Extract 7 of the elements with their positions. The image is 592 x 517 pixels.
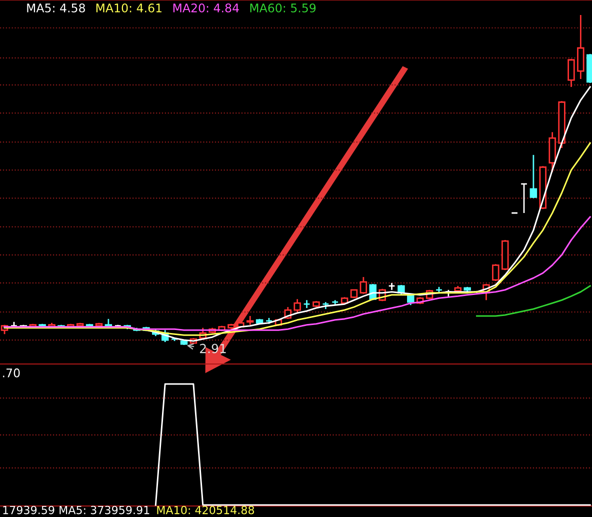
text: MA10: 4.61 xyxy=(96,3,162,12)
text: .70 xyxy=(3,368,20,378)
text: 17939.59 MA5: 373959.91 xyxy=(3,506,150,514)
text: MA60: 5.59 xyxy=(250,3,316,12)
text: MA10: 420514.88 xyxy=(157,506,254,514)
text: MA5: 4.58 xyxy=(27,3,85,12)
text: MA20: 4.84 xyxy=(173,3,239,12)
